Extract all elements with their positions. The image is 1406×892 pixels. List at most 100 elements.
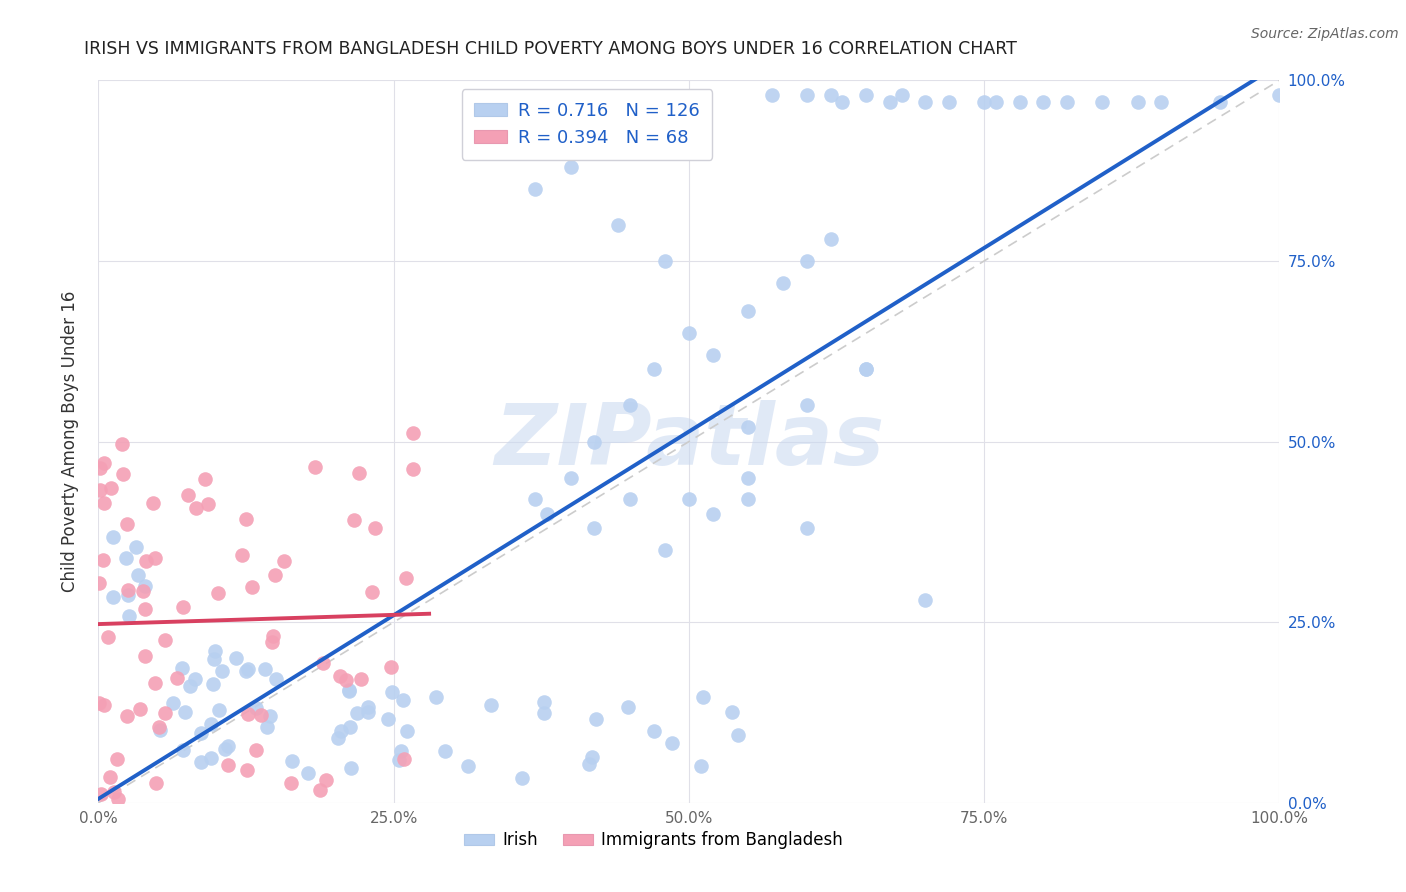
Point [1126, 95, 1149, 109]
Point [1268, 87, 1291, 102]
Point [111, 437, 134, 451]
Point [235, 664, 257, 678]
Point [101, 530, 124, 544]
Point [93, 496, 115, 510]
Point [89, 461, 111, 475]
Point [173, 705, 195, 719]
Point [197, 497, 219, 511]
Point [389, 743, 412, 757]
Point [179, 679, 201, 693]
Text: IRISH VS IMMIGRANTS FROM BANGLADESH CHILD POVERTY AMONG BOYS UNDER 16 CORRELATIO: IRISH VS IMMIGRANTS FROM BANGLADESH CHIL… [84, 40, 1017, 58]
Point [208, 703, 231, 717]
Point [115, 517, 138, 532]
Point [337, 683, 360, 698]
Point [149, 723, 172, 737]
Point [536, 507, 558, 521]
Point [186, 500, 208, 515]
Point [796, 87, 818, 102]
Point [890, 87, 912, 102]
Point [702, 348, 724, 362]
Point [737, 492, 759, 507]
Point [820, 232, 842, 246]
Point [155, 632, 177, 647]
Point [737, 470, 759, 484]
Point [201, 677, 224, 691]
Point [245, 701, 267, 715]
Point [236, 763, 259, 777]
Point [380, 660, 402, 674]
Point [264, 672, 287, 686]
Point [103, 785, 125, 799]
Point [190, 755, 212, 769]
Point [533, 695, 555, 709]
Point [914, 593, 936, 607]
Point [533, 706, 555, 721]
Point [1008, 95, 1031, 109]
Point [260, 635, 283, 649]
Point [524, 182, 547, 196]
Point [357, 700, 380, 714]
Point [217, 739, 239, 754]
Text: Source: ZipAtlas.com: Source: ZipAtlas.com [1251, 27, 1399, 41]
Legend: Irish, Immigrants from Bangladesh: Irish, Immigrants from Bangladesh [457, 824, 849, 856]
Point [796, 521, 818, 535]
Point [690, 759, 713, 773]
Point [337, 683, 360, 698]
Point [114, 551, 136, 566]
Point [145, 776, 167, 790]
Point [820, 87, 842, 102]
Point [364, 520, 387, 534]
Point [183, 672, 205, 686]
Point [170, 661, 193, 675]
Point [211, 665, 233, 679]
Point [425, 690, 447, 704]
Point [135, 554, 157, 568]
Point [200, 717, 222, 731]
Point [339, 720, 361, 734]
Point [281, 754, 304, 768]
Point [256, 720, 278, 734]
Point [280, 776, 302, 790]
Point [263, 568, 285, 582]
Point [194, 472, 217, 486]
Point [831, 95, 853, 109]
Point [142, 496, 165, 510]
Point [727, 728, 749, 742]
Point [225, 650, 247, 665]
Point [118, 609, 141, 624]
Point [388, 754, 411, 768]
Point [97, 630, 120, 644]
Point [132, 584, 155, 599]
Point [1032, 95, 1054, 109]
Point [761, 87, 783, 102]
Point [231, 549, 253, 563]
Point [304, 459, 326, 474]
Point [654, 542, 676, 557]
Point [217, 758, 239, 772]
Point [253, 662, 276, 676]
Point [855, 87, 877, 102]
Point [1056, 95, 1078, 109]
Point [134, 579, 156, 593]
Point [855, 362, 877, 376]
Point [335, 673, 357, 687]
Point [772, 276, 794, 290]
Point [98, 770, 121, 784]
Point [89, 696, 111, 710]
Point [87, 575, 110, 590]
Point [481, 698, 503, 712]
Point [361, 584, 384, 599]
Point [702, 507, 724, 521]
Point [309, 782, 332, 797]
Point [583, 434, 606, 449]
Point [1209, 95, 1232, 109]
Point [90, 787, 112, 801]
Point [202, 652, 225, 666]
Point [346, 706, 368, 721]
Point [855, 362, 877, 376]
Point [166, 672, 188, 686]
Point [654, 253, 676, 268]
Point [312, 657, 335, 671]
Point [938, 95, 960, 109]
Point [607, 218, 630, 232]
